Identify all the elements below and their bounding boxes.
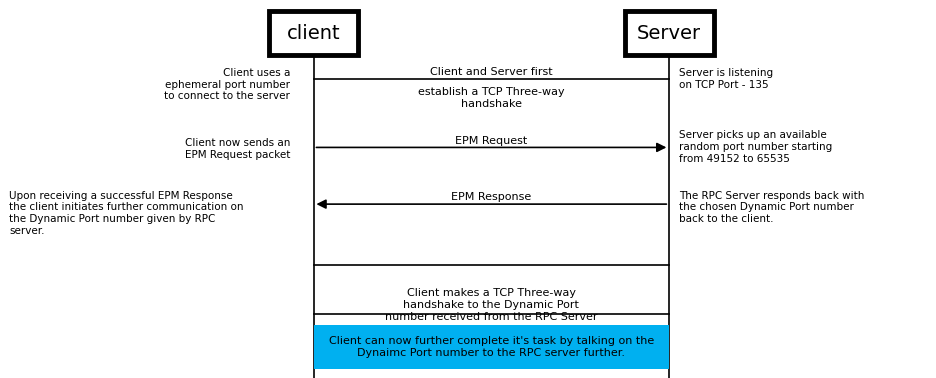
Text: Client uses a
ephemeral port number
to connect to the server: Client uses a ephemeral port number to c… bbox=[165, 68, 290, 101]
Bar bbox=[314, 325, 669, 369]
Text: Client can now further complete it's task by talking on the
Dynaimc Port number : Client can now further complete it's tas… bbox=[329, 336, 654, 358]
Bar bbox=[270, 11, 358, 55]
Text: Server: Server bbox=[637, 23, 701, 43]
Bar bbox=[625, 11, 713, 55]
Text: number received from the RPC Server: number received from the RPC Server bbox=[385, 312, 598, 322]
Text: Client now sends an
EPM Request packet: Client now sends an EPM Request packet bbox=[184, 138, 290, 160]
Text: Upon receiving a successful EPM Response
the client initiates further communicat: Upon receiving a successful EPM Response… bbox=[9, 191, 244, 236]
Text: client: client bbox=[286, 23, 341, 43]
Text: The RPC Server responds back with
the chosen Dynamic Port number
back to the cli: The RPC Server responds back with the ch… bbox=[679, 191, 864, 224]
Text: Client makes a TCP Three-way
handshake to the Dynamic Port: Client makes a TCP Three-way handshake t… bbox=[403, 288, 579, 310]
Text: Client and Server first: Client and Server first bbox=[430, 68, 553, 77]
Text: EPM Response: EPM Response bbox=[451, 192, 532, 202]
Text: EPM Request: EPM Request bbox=[455, 136, 528, 146]
Text: Server is listening
on TCP Port - 135: Server is listening on TCP Port - 135 bbox=[679, 68, 773, 90]
Text: establish a TCP Three-way
handshake: establish a TCP Three-way handshake bbox=[418, 87, 564, 109]
Text: Server picks up an available
random port number starting
from 49152 to 65535: Server picks up an available random port… bbox=[679, 130, 832, 164]
